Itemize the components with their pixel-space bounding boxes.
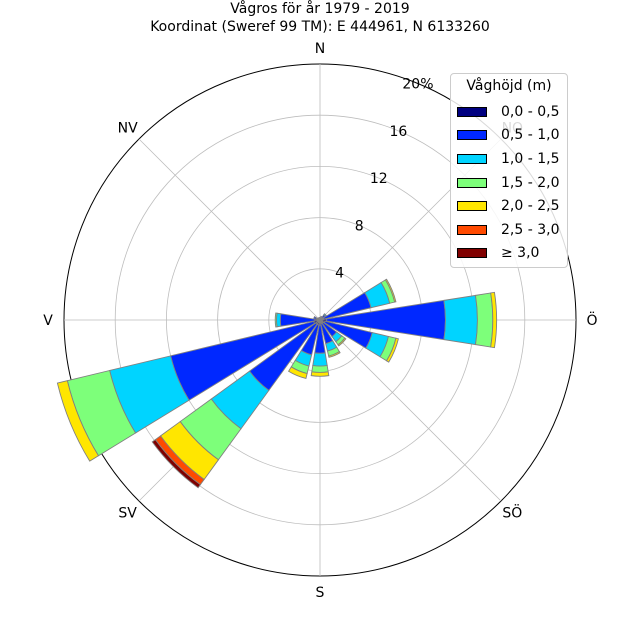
legend-label: 0,5 - 1,0 (501, 127, 560, 144)
rose-bar-segment (311, 364, 329, 373)
legend-label: ≥ 3,0 (501, 245, 540, 262)
radial-tick-labels: 4 8 12 16 20% (335, 76, 433, 281)
rose-bar-segment (312, 352, 328, 367)
legend-label: 2,5 - 3,0 (501, 221, 560, 238)
rose-bars (56, 278, 498, 489)
grid-spoke (319, 319, 502, 502)
legend-entry: 2,5 - 3,0 (457, 218, 561, 242)
rose-bar-segment (287, 366, 308, 380)
compass-label: SÖ (502, 503, 522, 521)
legend-entry: 0,0 - 0,5 (457, 100, 561, 124)
radial-tick-label: 20% (402, 76, 433, 92)
legend-swatch (457, 153, 487, 164)
legend-swatch (457, 130, 487, 141)
rose-bar-segment (313, 316, 318, 320)
legend-entry: 2,0 - 2,5 (457, 194, 561, 218)
chart-title: Vågros för år 1979 - 2019 (230, 1, 410, 17)
rose-bar-segment (318, 316, 321, 321)
rose-bar-segment (151, 438, 202, 489)
rose-bar-segment (328, 351, 341, 358)
legend-entry: 1,5 - 2,0 (457, 171, 561, 195)
legend-entry: 0,5 - 1,0 (457, 124, 561, 148)
radial-tick-label: 8 (355, 218, 364, 234)
chart-subtitle: Koordinat (Sweref 99 TM): E 444961, N 61… (150, 19, 490, 35)
rose-bar-segment (274, 312, 278, 328)
compass-label: SV (118, 505, 137, 521)
legend-swatch (457, 177, 487, 188)
legend-swatch (457, 224, 487, 235)
compass-label: V (43, 313, 53, 329)
compass-label: N (315, 41, 325, 57)
compass-label: Ö (586, 311, 597, 329)
legend-title: Våghöjd (m) (466, 78, 552, 94)
rose-bar-segment (323, 313, 327, 317)
compass-label: S (316, 585, 325, 601)
legend: Våghöjd (m) 0,0 - 0,5 0,5 - 1,0 1,0 - 1,5 1… (450, 73, 568, 268)
rose-bar-segment (310, 371, 330, 377)
legend-label: 1,0 - 1,5 (501, 150, 560, 167)
rose-bar-segment (337, 337, 347, 347)
legend-swatch (457, 201, 487, 212)
rose-bar-segment (385, 337, 399, 363)
legend-entries: 0,0 - 0,5 0,5 - 1,0 1,0 - 1,5 1,5 - 2,0 2,0 … (457, 100, 561, 265)
rose-bar-segment (474, 292, 494, 348)
radial-tick-label: 4 (335, 266, 344, 282)
grid-spoke (138, 138, 321, 321)
legend-entry: ≥ 3,0 (457, 242, 561, 266)
rose-bar-segment (443, 294, 478, 346)
legend-entry: 1,0 - 1,5 (457, 147, 561, 171)
radial-tick-label: 12 (370, 171, 388, 187)
legend-swatch (457, 248, 487, 259)
legend-label: 2,0 - 2,5 (501, 198, 560, 215)
legend-swatch (457, 106, 487, 117)
compass-label: NV (118, 121, 138, 137)
rose-bar-segment (56, 380, 100, 462)
legend-label: 1,5 - 2,0 (501, 174, 560, 191)
rose-bar-segment (490, 291, 498, 349)
rose-bar-segment (384, 278, 397, 303)
radial-tick-label: 16 (389, 124, 407, 140)
legend-label: 0,0 - 0,5 (501, 103, 560, 120)
chart-title-block: Vågros för år 1979 - 2019 Koordinat (Swe… (0, 0, 640, 36)
